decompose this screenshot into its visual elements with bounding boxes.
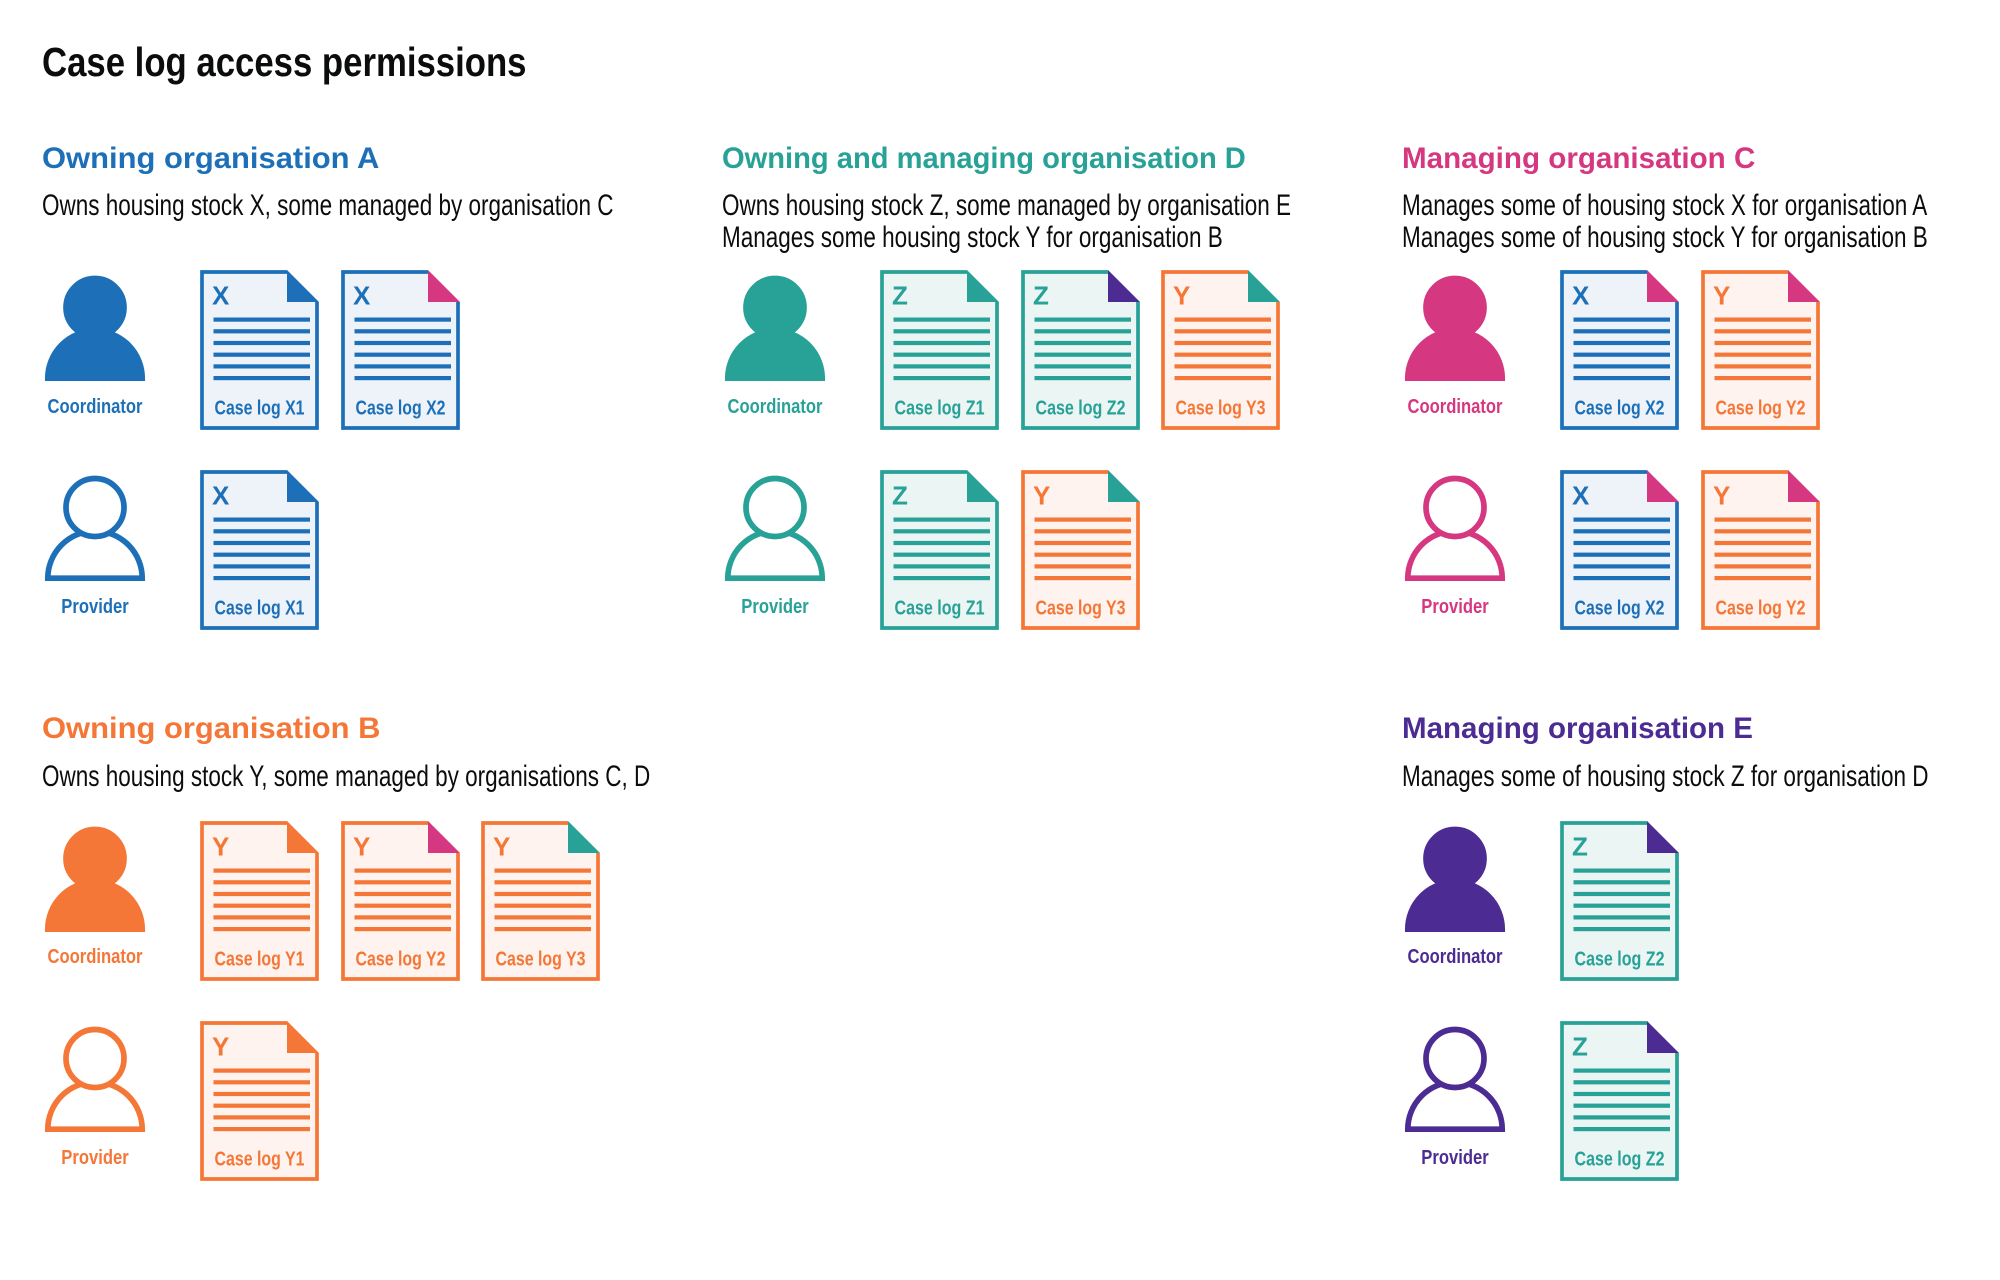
svg-text:Z: Z: [892, 480, 908, 510]
svg-text:Case log Y2: Case log Y2: [1715, 397, 1805, 420]
svg-text:X: X: [1572, 280, 1590, 310]
svg-text:Z: Z: [1572, 1031, 1588, 1061]
svg-text:Z: Z: [1033, 280, 1049, 310]
svg-text:Y: Y: [1033, 480, 1050, 510]
svg-text:Case log Y1: Case log Y1: [215, 947, 305, 970]
svg-text:Case log Z1: Case log Z1: [895, 597, 985, 620]
svg-text:Y: Y: [1713, 480, 1730, 510]
svg-text:Case log X2: Case log X2: [1575, 597, 1665, 620]
svg-text:Case log Z1: Case log Z1: [895, 397, 985, 420]
svg-text:Case log Y2: Case log Y2: [1715, 597, 1805, 620]
svg-text:Case log Z2: Case log Z2: [1575, 1147, 1665, 1170]
svg-text:Y: Y: [493, 831, 510, 861]
svg-text:X: X: [212, 480, 230, 510]
svg-text:Case log Z2: Case log Z2: [1575, 947, 1665, 970]
svg-text:X: X: [212, 280, 230, 310]
svg-text:Case log Y3: Case log Y3: [1035, 597, 1125, 620]
svg-text:Case log X1: Case log X1: [215, 597, 305, 620]
svg-text:Case log Y3: Case log Y3: [495, 947, 585, 970]
svg-text:Case log Y3: Case log Y3: [1175, 397, 1265, 420]
svg-text:Y: Y: [1713, 280, 1730, 310]
svg-text:Z: Z: [892, 280, 908, 310]
svg-text:Case log Z2: Case log Z2: [1035, 397, 1125, 420]
svg-text:Y: Y: [1173, 280, 1190, 310]
svg-text:Case log X2: Case log X2: [1575, 397, 1665, 420]
svg-text:Y: Y: [353, 831, 370, 861]
svg-text:X: X: [353, 280, 371, 310]
svg-text:Z: Z: [1572, 831, 1588, 861]
svg-text:Case log X1: Case log X1: [215, 397, 305, 420]
svg-text:Y: Y: [212, 831, 229, 861]
svg-text:Y: Y: [212, 1031, 229, 1061]
svg-text:Case log X2: Case log X2: [355, 397, 445, 420]
svg-text:X: X: [1572, 480, 1590, 510]
svg-text:Case log Y1: Case log Y1: [215, 1147, 305, 1170]
svg-text:Case log Y2: Case log Y2: [355, 947, 445, 970]
